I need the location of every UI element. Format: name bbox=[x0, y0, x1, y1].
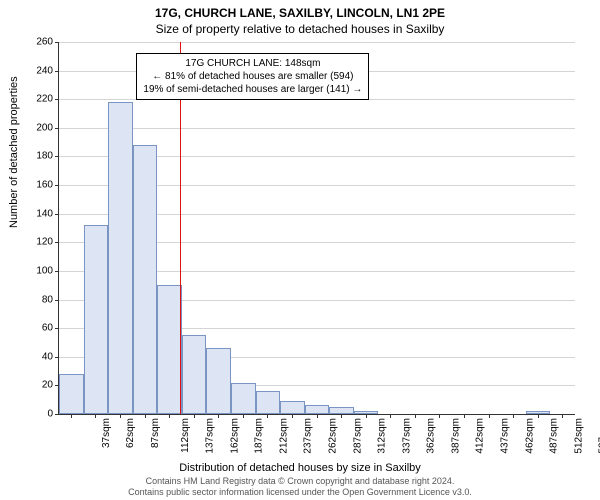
y-tick-label: 40 bbox=[23, 351, 59, 362]
x-tick-label: 337sqm bbox=[401, 418, 412, 454]
histogram-bar bbox=[305, 405, 330, 414]
x-tick-label: 187sqm bbox=[254, 418, 265, 454]
footer-attribution: Contains HM Land Registry data © Crown c… bbox=[0, 476, 600, 498]
y-tick-mark bbox=[55, 328, 59, 329]
y-tick-mark bbox=[55, 42, 59, 43]
y-axis-label: Number of detached properties bbox=[8, 76, 20, 228]
gridline bbox=[59, 42, 575, 43]
y-tick-label: 260 bbox=[23, 37, 59, 48]
y-tick-label: 180 bbox=[23, 151, 59, 162]
x-tick-mark bbox=[366, 414, 367, 418]
x-tick-label: 62sqm bbox=[125, 418, 136, 448]
y-tick-label: 60 bbox=[23, 323, 59, 334]
x-tick-label: 412sqm bbox=[475, 418, 486, 454]
x-tick-mark bbox=[317, 414, 318, 418]
x-tick-label: 387sqm bbox=[450, 418, 461, 454]
info-line-3: 19% of semi-detached houses are larger (… bbox=[143, 83, 362, 96]
y-tick-mark bbox=[55, 71, 59, 72]
histogram-bar bbox=[59, 374, 84, 414]
footer-line-2: Contains public sector information licen… bbox=[0, 487, 600, 498]
x-tick-mark bbox=[562, 414, 563, 418]
y-tick-label: 160 bbox=[23, 180, 59, 191]
chart-container: 17G, CHURCH LANE, SAXILBY, LINCOLN, LN1 … bbox=[0, 0, 600, 500]
x-tick-mark bbox=[267, 414, 268, 418]
histogram-bar bbox=[256, 391, 281, 414]
x-tick-mark bbox=[439, 414, 440, 418]
x-tick-mark bbox=[292, 414, 293, 418]
x-tick-mark bbox=[415, 414, 416, 418]
y-tick-mark bbox=[55, 156, 59, 157]
x-tick-mark bbox=[194, 414, 195, 418]
histogram-bar bbox=[108, 102, 133, 414]
y-tick-label: 80 bbox=[23, 294, 59, 305]
x-tick-mark bbox=[120, 414, 121, 418]
x-tick-label: 87sqm bbox=[150, 418, 161, 448]
plot-area: 02040608010012014016018020022024026037sq… bbox=[58, 42, 575, 415]
x-axis-label: Distribution of detached houses by size … bbox=[0, 462, 600, 474]
y-tick-mark bbox=[55, 99, 59, 100]
x-tick-label: 362sqm bbox=[426, 418, 437, 454]
x-tick-label: 287sqm bbox=[352, 418, 363, 454]
info-line-1: 17G CHURCH LANE: 148sqm bbox=[143, 57, 362, 70]
histogram-bar bbox=[133, 145, 158, 414]
y-tick-label: 240 bbox=[23, 65, 59, 76]
x-tick-mark bbox=[218, 414, 219, 418]
x-tick-label: 112sqm bbox=[179, 418, 190, 453]
x-tick-label: 437sqm bbox=[500, 418, 511, 454]
chart-title-main: 17G, CHURCH LANE, SAXILBY, LINCOLN, LN1 … bbox=[0, 0, 600, 20]
histogram-bar bbox=[157, 285, 182, 414]
x-tick-label: 162sqm bbox=[229, 418, 240, 454]
x-tick-mark bbox=[538, 414, 539, 418]
y-tick-mark bbox=[55, 242, 59, 243]
x-tick-label: 212sqm bbox=[278, 418, 289, 454]
histogram-bar bbox=[84, 225, 109, 414]
x-tick-mark bbox=[71, 414, 72, 418]
x-tick-mark bbox=[489, 414, 490, 418]
footer-line-1: Contains HM Land Registry data © Crown c… bbox=[0, 476, 600, 487]
histogram-bar bbox=[280, 401, 305, 414]
histogram-bar bbox=[329, 407, 354, 414]
x-tick-label: 237sqm bbox=[303, 418, 314, 454]
info-box: 17G CHURCH LANE: 148sqm← 81% of detached… bbox=[136, 53, 369, 100]
x-tick-mark bbox=[95, 414, 96, 418]
y-tick-label: 140 bbox=[23, 208, 59, 219]
chart-title-sub: Size of property relative to detached ho… bbox=[0, 20, 600, 36]
gridline bbox=[59, 128, 575, 129]
x-tick-label: 487sqm bbox=[549, 418, 560, 454]
y-tick-label: 200 bbox=[23, 122, 59, 133]
x-tick-mark bbox=[464, 414, 465, 418]
x-tick-label: 262sqm bbox=[328, 418, 339, 454]
histogram-bar bbox=[206, 348, 231, 414]
y-tick-label: 100 bbox=[23, 265, 59, 276]
x-tick-mark bbox=[513, 414, 514, 418]
x-tick-label: 462sqm bbox=[524, 418, 535, 454]
x-tick-label: 137sqm bbox=[205, 418, 216, 454]
x-tick-mark bbox=[390, 414, 391, 418]
y-tick-mark bbox=[55, 185, 59, 186]
y-tick-mark bbox=[55, 271, 59, 272]
y-tick-label: 220 bbox=[23, 94, 59, 105]
x-tick-mark bbox=[145, 414, 146, 418]
y-tick-mark bbox=[55, 214, 59, 215]
y-tick-mark bbox=[55, 414, 59, 415]
y-tick-mark bbox=[55, 357, 59, 358]
y-tick-label: 120 bbox=[23, 237, 59, 248]
y-tick-mark bbox=[55, 300, 59, 301]
histogram-bar bbox=[231, 383, 256, 414]
y-tick-label: 0 bbox=[23, 409, 59, 420]
histogram-bar bbox=[182, 335, 207, 414]
x-tick-mark bbox=[341, 414, 342, 418]
y-tick-mark bbox=[55, 128, 59, 129]
x-tick-label: 512sqm bbox=[573, 418, 584, 454]
info-line-2: ← 81% of detached houses are smaller (59… bbox=[143, 70, 362, 83]
x-tick-label: 312sqm bbox=[377, 418, 388, 454]
x-tick-mark bbox=[243, 414, 244, 418]
x-tick-label: 37sqm bbox=[101, 418, 112, 448]
y-tick-label: 20 bbox=[23, 380, 59, 391]
x-tick-mark bbox=[169, 414, 170, 418]
